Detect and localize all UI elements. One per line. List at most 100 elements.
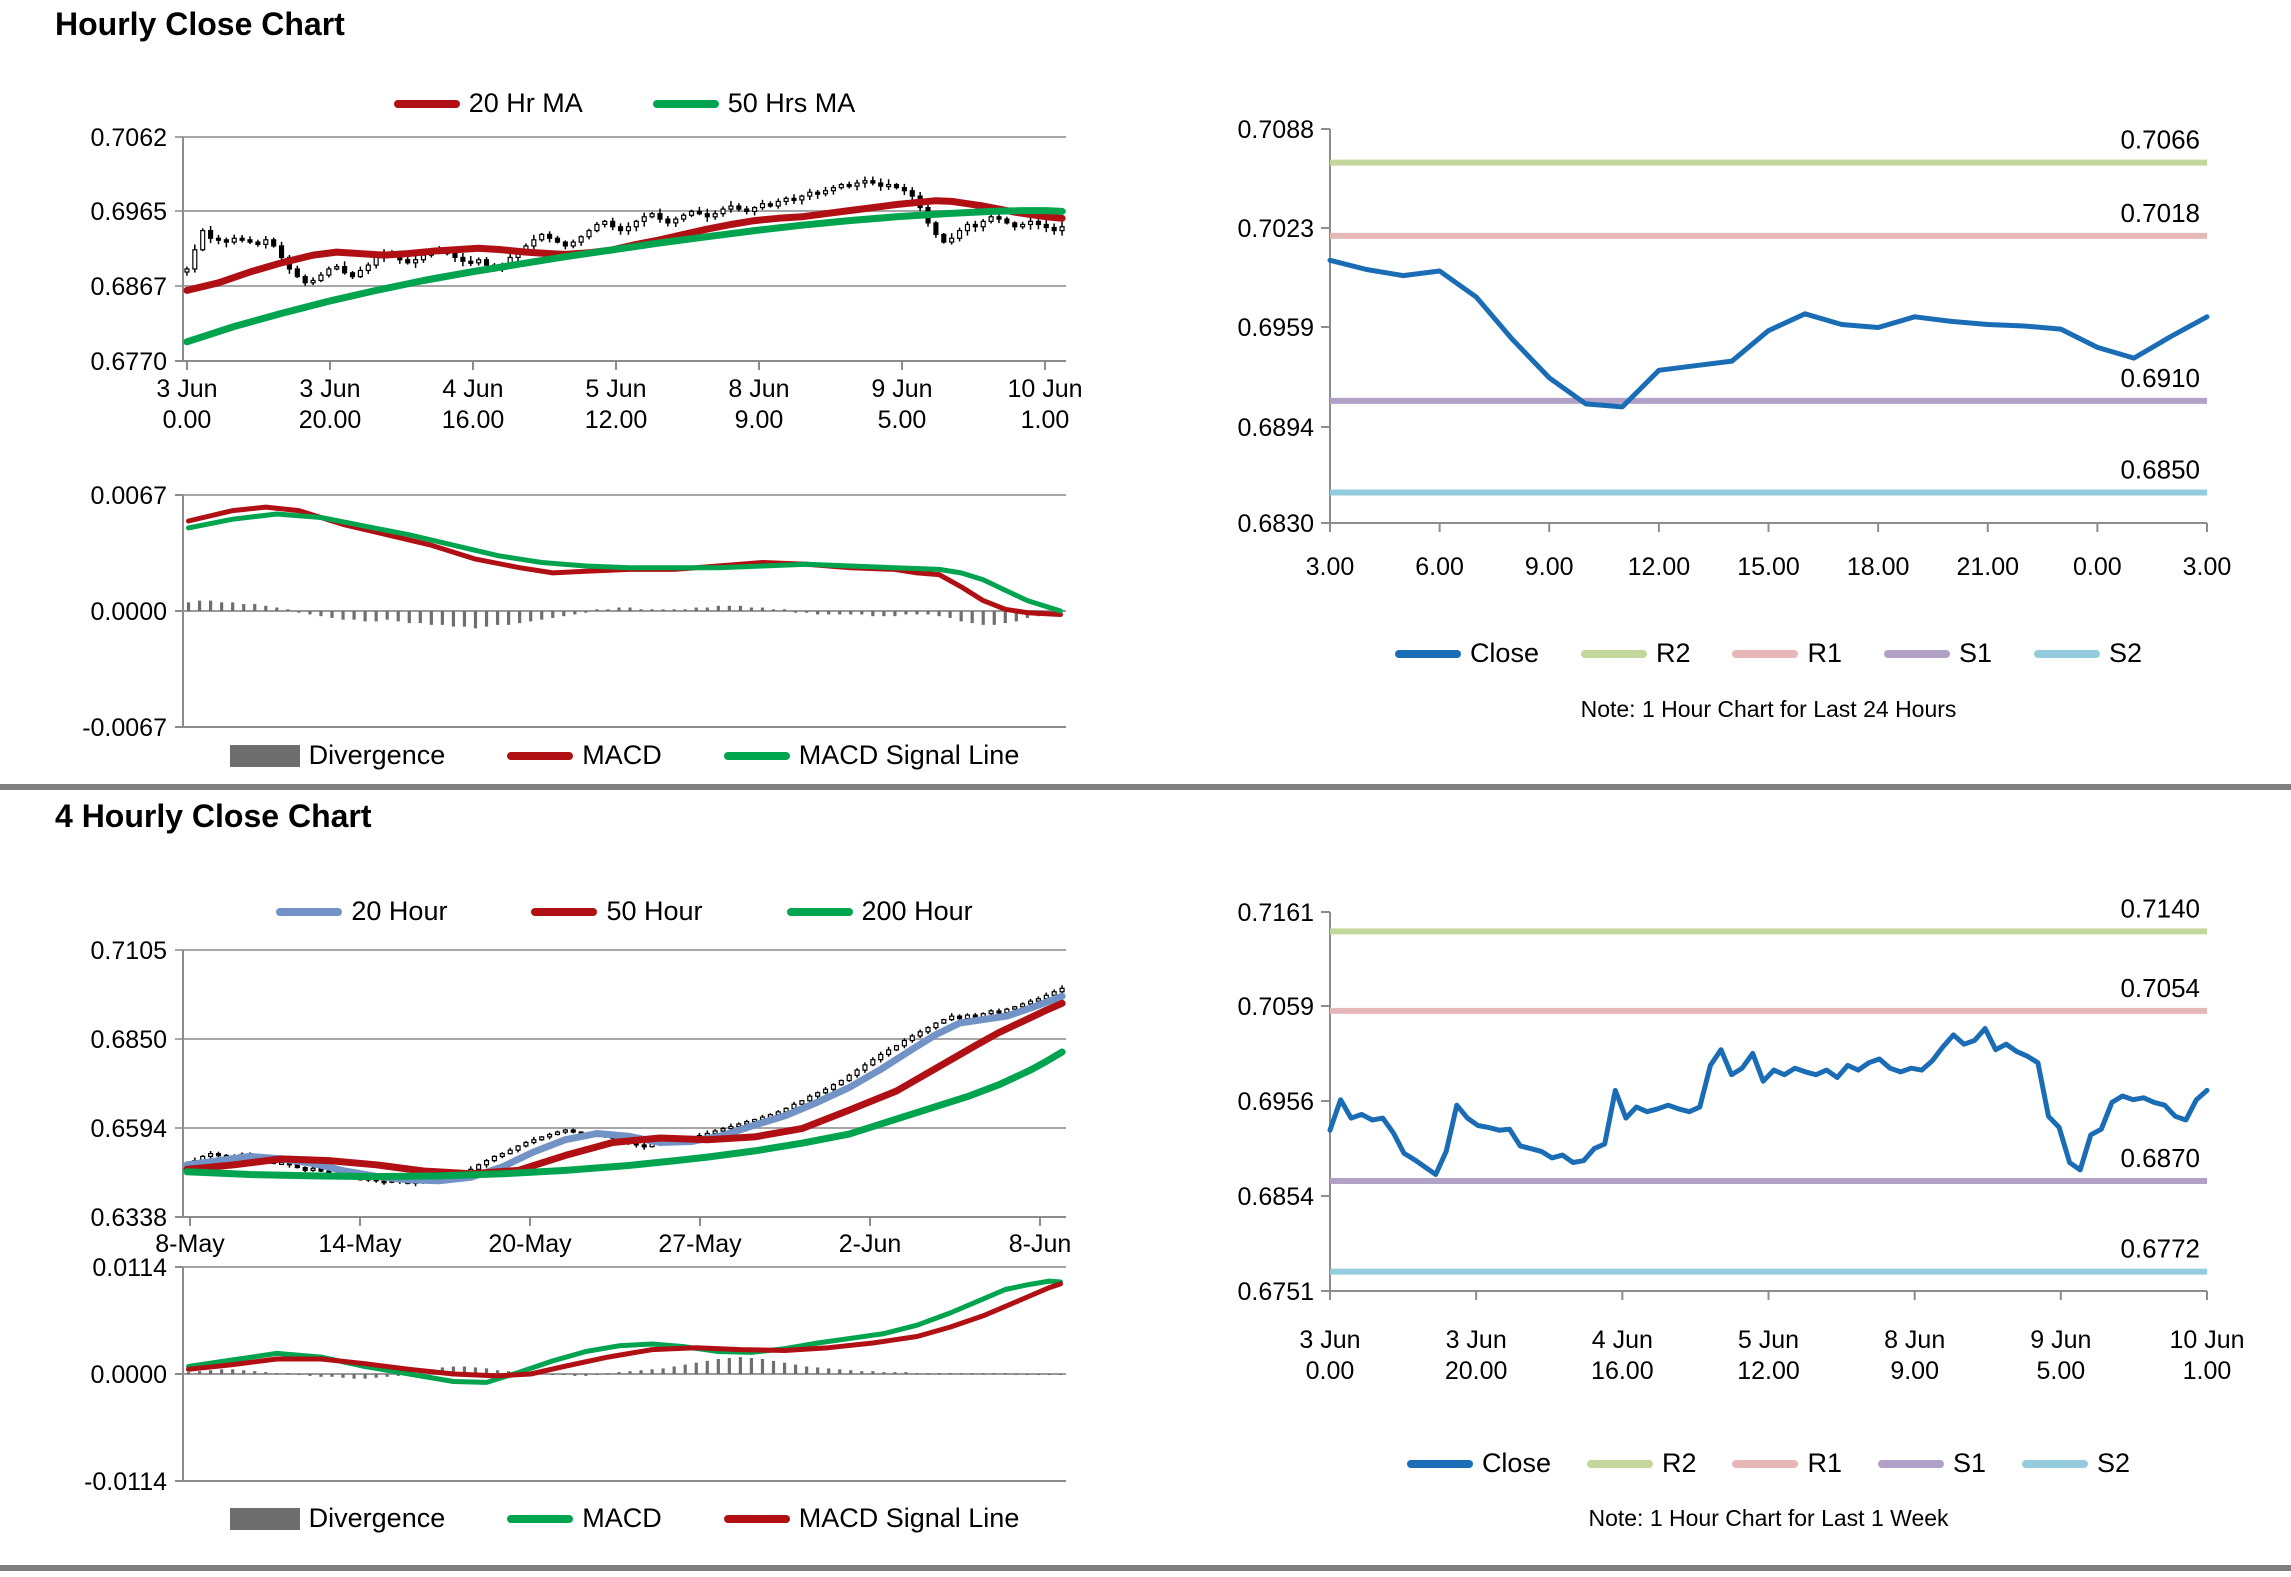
divergence-bar [1014, 611, 1018, 622]
candle-body [759, 203, 766, 209]
legend-item-close: Close [1394, 638, 1539, 669]
divergence-bar [407, 611, 411, 624]
candle-body [728, 205, 734, 210]
ma-line [183, 197, 1066, 294]
candle-body [1027, 1000, 1034, 1005]
hourly-price-legend: 20 Hr MA 50 Hrs MA [183, 88, 1066, 119]
candle-body [822, 190, 829, 195]
candle-body [886, 183, 892, 188]
candle-body [342, 266, 348, 274]
x-axis-label: 3 Jun [1299, 1326, 1360, 1354]
divergence-bar [584, 611, 588, 613]
x-axis-label: 8-May [155, 1230, 225, 1258]
candle-body [830, 187, 836, 192]
x-axis-label: 16.00 [1591, 1357, 1654, 1385]
candle-body [909, 1035, 915, 1042]
legend-item-close: Close [1406, 1448, 1551, 1479]
candle-body [507, 1149, 513, 1155]
candle-body [554, 237, 561, 243]
divergence-bar [1058, 1374, 1063, 1375]
x-axis-label: 0.00 [1306, 1357, 1355, 1385]
divergence-bar [396, 611, 400, 622]
candle-body [531, 1139, 537, 1144]
legend-label: 200 Hour [861, 896, 973, 926]
legend-label: MACD Signal Line [798, 1503, 1020, 1533]
y-axis-label: 0.6965 [91, 198, 167, 226]
legend-item-r2: R2 [1586, 1448, 1696, 1479]
divergence-bar [484, 611, 489, 627]
s1-level-label: 0.6870 [2120, 1143, 2200, 1173]
legend-item-r1: R1 [1732, 1448, 1842, 1479]
x-axis-label: 16.00 [442, 406, 505, 434]
candle-body [657, 213, 663, 220]
candle-body [586, 229, 592, 238]
gridlines [175, 136, 1066, 362]
divergence-bar [540, 611, 544, 620]
x-axis-label: 5 Jun [1738, 1326, 1799, 1354]
legend-line-swatch [652, 99, 719, 108]
x-axis-label: 9 Jun [2030, 1326, 2091, 1354]
divergence-bar [838, 1369, 842, 1374]
x-axis-label: 6.00 [1415, 553, 1464, 581]
y-axis-label: 0.7062 [91, 124, 167, 152]
candle-body [909, 190, 915, 197]
candle-body [917, 1031, 923, 1037]
ma-line [183, 1048, 1066, 1181]
x-axis-label: 3.00 [1306, 553, 1355, 581]
legend-item-200-hour: 200 Hour [786, 896, 973, 927]
y-axis-label: 0.6959 [1238, 314, 1314, 342]
r2-level-label: 0.7140 [2120, 893, 2200, 923]
divergence-bar [297, 611, 301, 613]
legend-line-swatch [1884, 649, 1950, 658]
divergence-bar [297, 1374, 301, 1375]
divergence-bar [385, 1374, 389, 1377]
divergence-bar [562, 1374, 566, 1375]
divergence-bar [462, 1366, 467, 1374]
divergence-bar [462, 611, 467, 627]
y-axis-label: 0.6751 [1238, 1278, 1314, 1306]
x-axis-label: 0.00 [2073, 553, 2122, 581]
divergence-bar [948, 611, 952, 618]
divergence-bar [617, 1372, 621, 1374]
divergence-bar [220, 602, 224, 611]
divergence-bar [628, 607, 632, 611]
legend-line-swatch [507, 1514, 574, 1523]
divergence-bar [738, 1357, 742, 1374]
divergence-bar [838, 611, 842, 615]
legend-item-macd-signal-line: MACD Signal Line [723, 1503, 1020, 1534]
candle-body [255, 241, 261, 245]
candle-body [925, 1027, 931, 1033]
divergence-bar [573, 611, 577, 615]
candle-body [815, 1092, 821, 1097]
x-axis-label: 18.00 [1847, 553, 1910, 581]
legend-label: MACD [582, 1503, 662, 1533]
candle-body [310, 1167, 316, 1171]
candle-body [610, 220, 616, 228]
divergence-bar [440, 611, 444, 625]
candle-body [799, 195, 805, 201]
four-hourly-pivot-legend: Close R2 R1 S1 S2 [1330, 1448, 2207, 1479]
candle-body [1012, 222, 1018, 228]
candle-body [215, 237, 222, 241]
hourly-pivot-chart: 0.7088 0.7023 0.6959 0.6894 0.6830 3.00 6.00 9.… [1238, 116, 2232, 581]
y-axis-label: 0.7088 [1238, 116, 1314, 144]
candle-body [901, 1039, 907, 1047]
divergence-bar [186, 1372, 191, 1374]
divergence-bar [981, 1373, 985, 1375]
candle-body [381, 1180, 387, 1184]
ma-line [183, 207, 1066, 346]
candle-body [791, 197, 797, 201]
x-axis-label: 15.00 [1737, 553, 1800, 581]
candle-body [893, 1045, 900, 1051]
candle-body [562, 1129, 568, 1133]
candle-body [941, 233, 947, 243]
legend-line-swatch [507, 751, 574, 760]
divergence-bar [352, 611, 356, 620]
section-divider [0, 784, 2291, 790]
legend-label: Divergence [308, 740, 446, 770]
divergence-bar [341, 611, 345, 620]
divergence-bar [628, 1371, 632, 1374]
divergence-bar [849, 611, 853, 615]
divergence-bar [937, 611, 941, 617]
divergence-bars [186, 600, 1063, 629]
